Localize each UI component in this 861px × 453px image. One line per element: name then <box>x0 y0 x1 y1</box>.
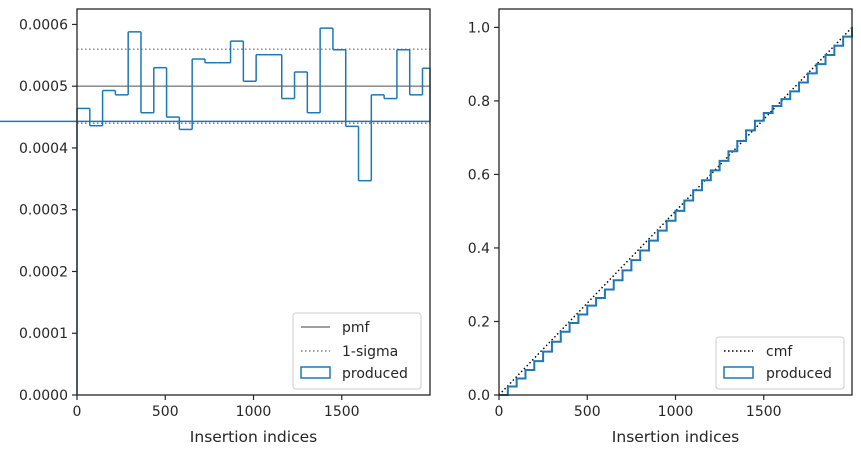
produced-cdf-point <box>551 340 553 343</box>
left-histogram-panel: 0 500 1000 1500 0.00000.00010.00020.00030.0… <box>0 8 431 446</box>
left-x-tick-label: 0 <box>73 404 82 420</box>
legend-1-sigma-label: 1-sigma <box>342 344 398 360</box>
produced-cdf-point <box>674 210 677 212</box>
left-y-tick-label: 0.0003 <box>19 203 68 219</box>
left-legend: pmf 1-sigma produced <box>292 312 422 390</box>
left-y-tick-label: 0.0001 <box>19 326 68 342</box>
legend-produced-swatch <box>300 366 331 379</box>
left-y-tick-label: 0.0006 <box>19 17 68 33</box>
right-x-tick-label: 500 <box>574 404 601 420</box>
left-legend-box <box>292 312 422 390</box>
produced-cdf-point <box>692 189 694 192</box>
left-x-tick-label: 1000 <box>236 404 272 420</box>
left-series-layer <box>0 27 431 395</box>
right-y-tick-label: 0.6 <box>468 167 490 183</box>
produced-cdf-point <box>515 377 518 380</box>
left-x-axis-label: Insertion indices <box>190 428 317 446</box>
left-y-tick-label: 0.0005 <box>19 79 68 95</box>
produced-cdf-point <box>559 330 562 333</box>
right-y-tick-label: 0.0 <box>468 388 490 404</box>
produced-cdf-point <box>789 90 792 93</box>
legend-cmf-label: cmf <box>766 344 793 360</box>
produced-cdf-point <box>542 350 544 353</box>
produced-cdf-point <box>630 259 633 261</box>
produced-cdf-point <box>815 63 818 65</box>
right-x-tick-label: 1500 <box>746 404 782 420</box>
right-x-tick-label: 0 <box>495 404 504 420</box>
left-x-tick-label: 1500 <box>324 404 360 420</box>
produced-cdf-point <box>745 129 747 132</box>
produced-cdf-point <box>718 160 721 162</box>
produced-cdf-point <box>665 219 668 222</box>
produced-cdf-point <box>507 385 509 388</box>
produced-cdf-point <box>568 322 571 324</box>
produced-cdf-point <box>771 105 774 107</box>
right-y-tick-label: 1.0 <box>468 20 490 36</box>
produced-cdf-point <box>683 199 686 202</box>
right-x-ticks: 0 500 1000 1500 <box>495 395 782 420</box>
right-x-axis-label: Insertion indices <box>612 428 739 446</box>
produced-cdf-point <box>798 81 800 84</box>
produced-cdf-point <box>780 98 783 100</box>
produced-cdf-point <box>621 269 624 272</box>
produced-cdf-point <box>604 288 606 291</box>
produced-cdf-point <box>762 112 765 114</box>
produced-cdf-point <box>824 54 827 56</box>
left-y-tick-label: 0.0000 <box>19 388 68 404</box>
produced-cdf-point <box>754 119 756 122</box>
produced-cdf-point <box>833 44 836 47</box>
produced-cdf-point <box>807 72 809 75</box>
produced-cdf-point <box>524 369 527 371</box>
legend-produced-label-right: produced <box>766 366 832 382</box>
produced-cdf-point <box>657 229 659 232</box>
left-x-tick-label: 500 <box>152 404 179 420</box>
left-y-ticks: 0.0000 0.0001 0.0002 0.0003 0.0004 0.0005 0.00… <box>19 17 77 404</box>
produced-cdf-point <box>595 297 597 299</box>
legend-pmf-label: pmf <box>342 320 371 336</box>
left-y-tick-label: 0.0004 <box>19 141 68 157</box>
right-series-layer <box>498 26 853 396</box>
produced-cdf-point <box>648 239 650 242</box>
left-x-ticks: 0 500 1000 1500 <box>73 395 360 420</box>
left-y-tick-label: 0.0002 <box>19 264 68 280</box>
produced-cdf-point <box>727 150 730 153</box>
produced-cdf-point <box>586 304 589 307</box>
produced-cdf-point <box>842 35 844 38</box>
produced-cdf-point <box>736 140 739 142</box>
produced-cdf-point <box>710 169 712 172</box>
right-y-tick-label: 0.8 <box>468 94 490 110</box>
legend-produced-swatch-right <box>723 366 754 379</box>
produced-cdf-point <box>577 313 580 316</box>
right-cdf-panel: 0 500 1000 1500 0.0 0.2 0.4 0.6 0.8 1.0 Insertio… <box>468 8 853 446</box>
produced-cdf-point <box>639 249 641 252</box>
produced-cdf-point <box>612 279 615 282</box>
produced-cdf-point <box>533 360 536 362</box>
legend-produced-label: produced <box>342 366 408 382</box>
right-y-ticks: 0.0 0.2 0.4 0.6 0.8 1.0 <box>468 20 499 404</box>
right-y-tick-label: 0.4 <box>468 241 490 257</box>
right-y-tick-label: 0.2 <box>468 314 490 330</box>
right-legend-box <box>715 336 845 390</box>
produced-cdf-point <box>701 179 703 182</box>
right-legend: cmf produced <box>715 336 845 390</box>
cmf-line <box>498 26 853 396</box>
right-x-tick-label: 1000 <box>658 404 694 420</box>
